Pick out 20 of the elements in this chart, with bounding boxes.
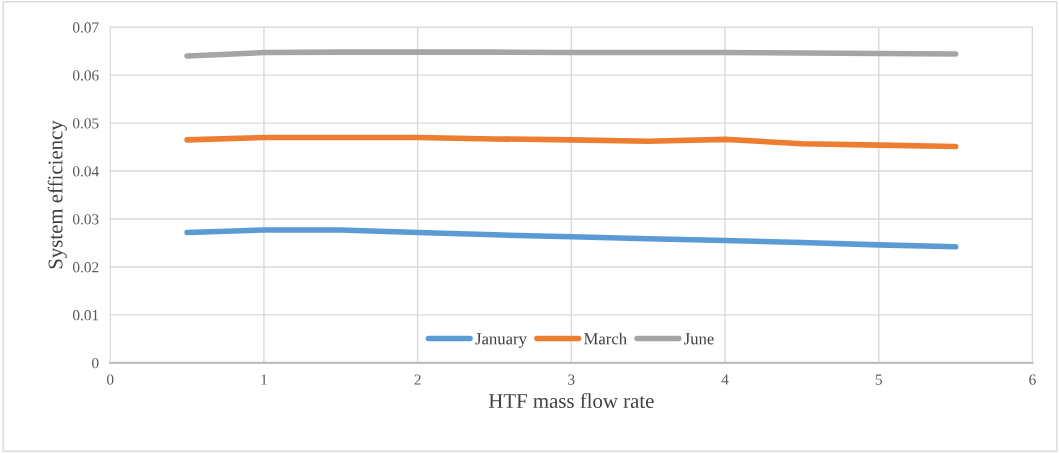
legend-label: March (584, 332, 627, 345)
y-tick-label: 0.07 (72, 22, 99, 33)
y-tick-label: 0.02 (72, 262, 99, 273)
legend-label: January (475, 333, 527, 348)
y-tick-label: 0.01 (72, 310, 99, 321)
x-tick-label: 1 (261, 374, 267, 385)
y-tick-label: 0.05 (72, 118, 99, 129)
x-tick-label: 5 (875, 374, 882, 385)
y-tick-label: 0.03 (72, 214, 99, 225)
y-axis-title: System efficiency (47, 120, 67, 269)
x-tick-label: 4 (721, 374, 729, 385)
x-axis-title: HTF mass flow rate (488, 393, 654, 409)
x-tick-label: 2 (414, 374, 421, 385)
y-tick-label: 0.06 (72, 70, 99, 81)
legend-label: June (684, 333, 714, 345)
x-tick-label: 3 (568, 374, 575, 385)
y-tick-label: 0.04 (72, 166, 99, 177)
x-tick-label: 6 (1029, 374, 1036, 385)
y-tick-label: 0 (92, 357, 99, 369)
x-tick-label: 0 (107, 374, 114, 385)
